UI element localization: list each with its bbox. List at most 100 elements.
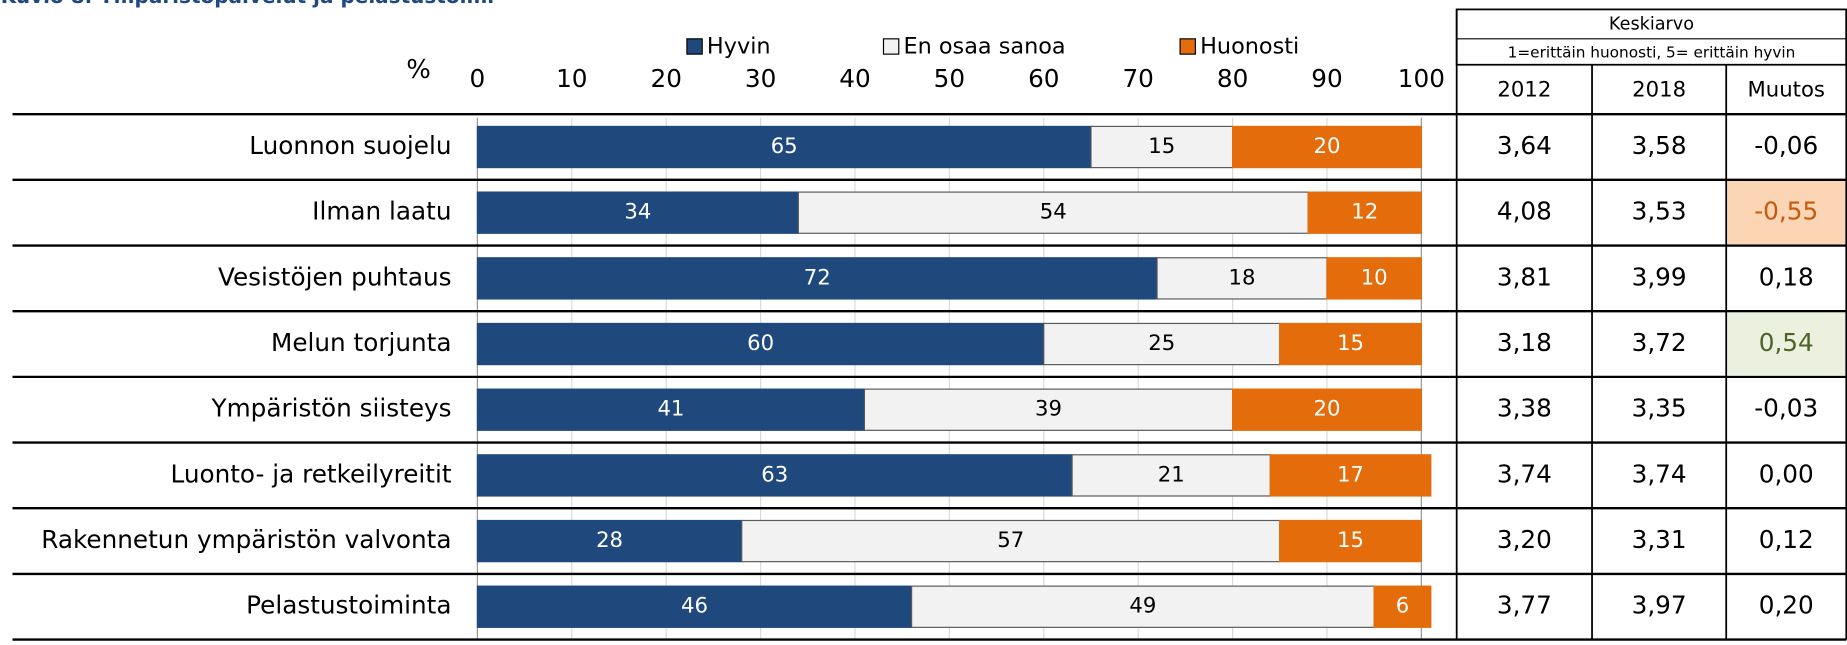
value-label: 10 — [1361, 264, 1388, 289]
legend-swatch — [882, 38, 900, 55]
x-tick-label: 70 — [1122, 64, 1153, 93]
value-label: 25 — [1148, 330, 1175, 355]
table-cell: 3,18 — [1497, 328, 1552, 357]
bar-segment — [1326, 257, 1422, 300]
y-tick-label: Ilman laatu — [312, 197, 451, 226]
value-label: 39 — [1035, 396, 1062, 421]
value-label: 49 — [1129, 593, 1156, 618]
bar-segment — [1307, 191, 1422, 234]
bar-segment — [476, 519, 743, 563]
table-cell: 3,20 — [1497, 525, 1552, 554]
value-label: 28 — [596, 527, 623, 552]
table-cell: 3,53 — [1632, 197, 1687, 226]
bar-segment — [1231, 125, 1422, 169]
bar-segment — [476, 388, 866, 431]
table-cell: 3,74 — [1497, 459, 1552, 488]
value-label: 63 — [761, 461, 788, 486]
table-cell: 4,08 — [1497, 197, 1552, 226]
legend-swatch — [686, 38, 703, 55]
y-tick-label: Melun torjunta — [271, 328, 452, 357]
table-cell-highlight — [1727, 181, 1847, 245]
value-label: 15 — [1148, 133, 1175, 158]
legend-label: Huonosti — [1200, 34, 1299, 60]
value-label: 17 — [1337, 461, 1364, 486]
bar-segment — [1279, 519, 1422, 563]
value-label: 54 — [1040, 199, 1067, 224]
x-tick-label: 20 — [650, 64, 681, 93]
table-cell: -0,03 — [1754, 394, 1818, 423]
chart-title: Kuvio 8. Ympäristöpalvelut ja pelastusto… — [1, 0, 494, 8]
value-label: 65 — [771, 133, 798, 158]
table-cell: 3,81 — [1497, 262, 1552, 291]
table-column-header: 2018 — [1632, 77, 1686, 102]
value-label: 21 — [1158, 461, 1185, 486]
x-tick-label: 60 — [1028, 64, 1059, 93]
y-tick-label: Ympäristön siisteys — [211, 394, 452, 423]
value-label: 18 — [1229, 264, 1256, 289]
bar-segment — [1043, 322, 1281, 366]
x-tick-label: 80 — [1217, 64, 1248, 93]
table-cell: -0,55 — [1754, 197, 1818, 226]
table-column-header: 2012 — [1497, 77, 1551, 102]
y-tick-label: Luonto- ja retkeilyreitit — [171, 459, 452, 488]
table-cell: 0,54 — [1759, 328, 1814, 357]
bar-segment — [476, 585, 913, 628]
table-cell: 0,00 — [1759, 459, 1814, 488]
bar-segment — [797, 191, 1309, 234]
x-tick-label: 0 — [470, 64, 486, 93]
x-tick-label: 10 — [556, 64, 587, 93]
value-label: 20 — [1314, 396, 1341, 421]
table-cell: 3,35 — [1632, 394, 1687, 423]
legend-label: En osaa sanoa — [903, 34, 1065, 60]
value-label: 46 — [681, 593, 708, 618]
y-tick-label: Luonnon suojelu — [249, 131, 451, 160]
value-label: 60 — [747, 330, 774, 355]
table-cell: 3,72 — [1632, 328, 1687, 357]
table-cell: 3,77 — [1497, 591, 1552, 620]
bar-segment — [741, 519, 1281, 563]
value-label: 12 — [1351, 199, 1378, 224]
value-label: 72 — [804, 264, 831, 289]
table-cell: 3,97 — [1632, 591, 1687, 620]
table-cell: 3,31 — [1632, 525, 1687, 554]
legend-swatch — [1179, 38, 1196, 55]
bar-segment — [476, 257, 1158, 300]
bar-segment — [863, 388, 1234, 431]
y-tick-label: Vesistöjen puhtaus — [218, 262, 452, 291]
table-cell: 3,99 — [1632, 262, 1687, 291]
table-cell: 3,38 — [1497, 394, 1552, 423]
bar-segment — [1279, 322, 1422, 366]
bar-segment — [1231, 388, 1422, 431]
table-cell: 3,64 — [1497, 131, 1552, 160]
bar-segment — [1373, 585, 1432, 628]
bar-segment — [911, 585, 1375, 628]
value-label: 34 — [624, 199, 651, 224]
table-cell: 0,18 — [1759, 262, 1814, 291]
table-cell-highlight — [1727, 312, 1847, 376]
x-tick-label: 50 — [934, 64, 965, 93]
y-tick-label: Pelastustoiminta — [246, 591, 451, 620]
table-title: Keskiarvo — [1609, 15, 1694, 35]
bar-segment — [476, 322, 1045, 366]
value-label: 41 — [657, 396, 684, 421]
x-tick-label: 40 — [839, 64, 870, 93]
table-column-header: Muutos — [1748, 77, 1825, 102]
x-tick-label: 90 — [1311, 64, 1342, 93]
value-label: 15 — [1337, 330, 1364, 355]
value-label: 6 — [1396, 593, 1409, 618]
table-subtitle: 1=erittäin huonosti, 5= erittäin hyvin — [1508, 43, 1796, 61]
x-tick-label: 100 — [1398, 64, 1445, 93]
table-cell: 0,20 — [1759, 591, 1814, 620]
axis-label: % — [406, 55, 431, 85]
value-label: 20 — [1314, 133, 1341, 158]
value-label: 15 — [1337, 527, 1364, 552]
table-cell: -0,06 — [1754, 131, 1818, 160]
bar-segment — [1269, 454, 1432, 497]
x-tick-label: 30 — [745, 64, 776, 93]
bar-segment — [1156, 257, 1328, 300]
table-cell: 3,58 — [1632, 131, 1687, 160]
table-cell: 3,74 — [1632, 459, 1687, 488]
table-cell: 0,12 — [1759, 525, 1814, 554]
